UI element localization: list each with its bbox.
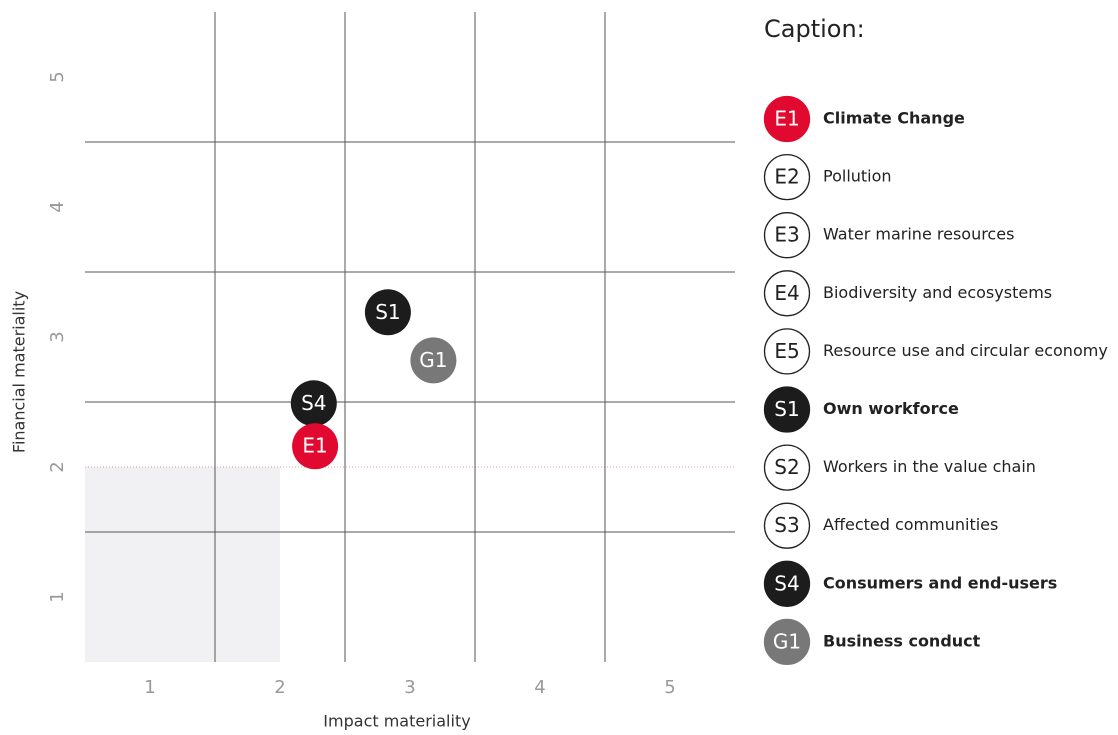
legend-code: S3	[774, 513, 799, 537]
legend-label: Consumers and end-users	[823, 573, 1057, 592]
legend-code: E2	[774, 165, 799, 189]
legend-code: E4	[774, 281, 799, 305]
x-tick-label: 1	[144, 677, 155, 698]
legend-label: Business conduct	[823, 631, 981, 650]
point	[292, 423, 339, 470]
legend-label: Climate Change	[823, 109, 965, 128]
legend-code: S4	[774, 571, 799, 595]
y-tick-label: 4	[47, 201, 68, 212]
x-tick-label: 5	[664, 677, 675, 698]
legend-code: S2	[774, 455, 799, 479]
x-tick-label: 2	[274, 677, 285, 698]
legend-label: Affected communities	[823, 515, 998, 534]
legend-label: Resource use and circular economy	[823, 341, 1108, 360]
legend-code: G1	[773, 629, 801, 653]
x-tick-label: 4	[534, 677, 545, 698]
legend-marker	[763, 386, 811, 433]
point	[364, 289, 411, 336]
x-axis-label: Impact materiality	[323, 712, 470, 731]
legend-marker	[763, 270, 811, 317]
legend-code: S1	[774, 397, 799, 421]
point-label: S1	[375, 300, 400, 324]
legend-label: Workers in the value chain	[823, 457, 1036, 476]
legend-code: E1	[774, 107, 799, 131]
legend-marker	[763, 618, 811, 666]
point	[290, 380, 337, 427]
legend-marker	[763, 502, 811, 549]
y-tick-label: 5	[47, 71, 68, 82]
y-tick-label: 3	[47, 331, 68, 342]
low-zone	[85, 467, 280, 662]
point-label: G1	[419, 348, 447, 372]
legend-code: E3	[774, 223, 799, 247]
legend-code: E5	[774, 339, 799, 363]
legend-marker	[763, 212, 811, 259]
y-tick-label: 1	[47, 591, 68, 602]
legend-label: Own workforce	[823, 399, 959, 418]
y-tick-label: 2	[47, 461, 68, 472]
legend-label: Biodiversity and ecosystems	[823, 283, 1052, 302]
x-tick-label: 3	[404, 677, 415, 698]
legend-marker	[763, 153, 811, 201]
point-label: E1	[302, 434, 327, 458]
legend-marker	[763, 444, 811, 491]
legend-label: Pollution	[823, 167, 892, 186]
legend-marker	[763, 95, 811, 143]
legend-marker	[763, 560, 811, 607]
y-axis-label: Financial materiality	[10, 291, 29, 453]
point-label: S4	[301, 391, 326, 415]
legend-title: Caption:	[764, 15, 865, 43]
legend-label: Water marine resources	[823, 225, 1014, 244]
point	[410, 337, 457, 384]
legend-marker	[763, 328, 811, 375]
